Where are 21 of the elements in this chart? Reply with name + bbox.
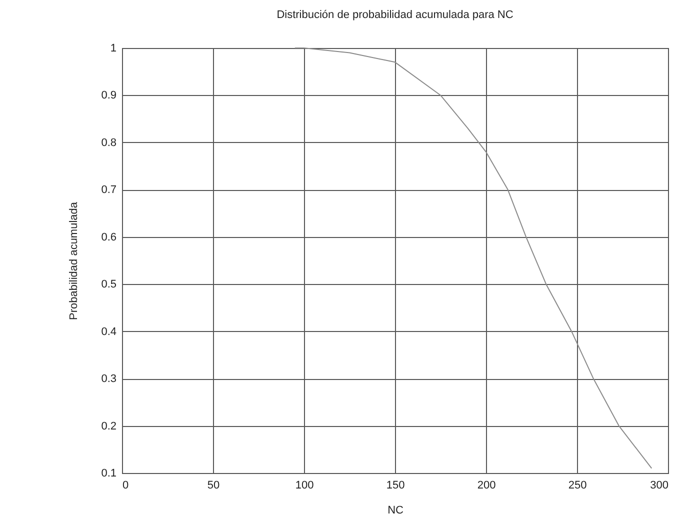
y-tick-label: 0.5 bbox=[101, 278, 116, 291]
x-axis-title: NC bbox=[388, 504, 404, 516]
y-tick-label: 0.1 bbox=[101, 468, 116, 480]
chart-title: Distribución de probabilidad acumulada para NC bbox=[276, 9, 514, 21]
x-tick-label: 0 bbox=[122, 480, 129, 492]
x-tick-label: 50 bbox=[207, 480, 220, 492]
y-tick-label: 0.7 bbox=[101, 184, 116, 196]
x-tick-label: 100 bbox=[295, 480, 314, 492]
y-tick-label: 0.6 bbox=[101, 231, 116, 244]
y-tick-label: 0.3 bbox=[101, 373, 116, 386]
x-tick-label: 200 bbox=[477, 480, 496, 492]
y-tick-label: 0.4 bbox=[101, 326, 116, 338]
y-tick-label: 0.2 bbox=[101, 420, 116, 432]
x-tick-label: 300 bbox=[650, 480, 668, 492]
x-tick-label: 250 bbox=[568, 480, 587, 492]
y-tick-label: 0.9 bbox=[101, 90, 116, 102]
x-tick-label: 150 bbox=[386, 480, 405, 492]
y-tick-label: 1 bbox=[110, 42, 116, 54]
line-series bbox=[294, 48, 652, 469]
y-tick-label: 0.8 bbox=[101, 136, 116, 149]
y-axis-title: Probabilidad acumulada bbox=[68, 201, 80, 320]
